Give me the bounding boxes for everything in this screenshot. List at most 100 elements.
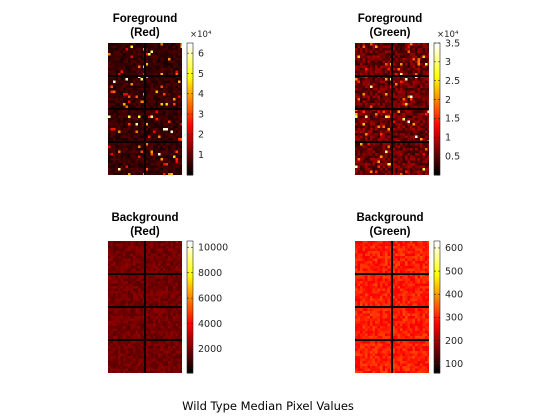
heatmap-cell (163, 331, 166, 334)
heatmap-cell (140, 293, 143, 296)
heatmap-cell (138, 153, 141, 156)
heatmap-cell (145, 368, 148, 371)
heatmap-cell (160, 73, 163, 76)
heatmap-cell (108, 353, 111, 356)
heatmap-cell (168, 328, 171, 331)
heatmap-cell (178, 278, 181, 281)
heatmap-cell (135, 143, 138, 146)
heatmap-cell (158, 105, 161, 108)
heatmap-cell (115, 308, 118, 311)
heatmap-cell (113, 303, 116, 306)
heatmap-cell (123, 288, 126, 291)
heatmap-cell (120, 368, 123, 371)
heatmap-cell (138, 60, 141, 63)
heatmap-cell (160, 160, 163, 163)
heatmap-cell (168, 58, 171, 61)
heatmap-cell (128, 253, 131, 256)
heatmap-cell (148, 165, 151, 168)
heatmap-cell (422, 73, 425, 76)
colorbar-step (187, 82, 193, 85)
heatmap-cell (370, 138, 373, 141)
heatmap-cell (135, 63, 138, 66)
heatmap-cell (400, 173, 403, 175)
heatmap-cell (140, 323, 143, 326)
heatmap-cell (125, 311, 128, 314)
heatmap-cell (180, 118, 182, 121)
heatmap-cell (128, 173, 131, 175)
heatmap-cell (415, 160, 418, 163)
heatmap-cell (108, 248, 111, 251)
heatmap-cell (128, 258, 131, 261)
heatmap-cell (372, 58, 375, 61)
heatmap-cell (375, 85, 378, 88)
heatmap-cell (115, 153, 118, 156)
heatmap-cell (155, 336, 158, 339)
heatmap-cell (145, 366, 148, 369)
colorbar-step (187, 49, 193, 52)
heatmap-cell (163, 251, 166, 254)
heatmap-cell (175, 145, 178, 148)
heatmap-cell (402, 105, 405, 108)
heatmap-cell (170, 153, 173, 156)
heatmap-cell (410, 130, 413, 133)
heatmap-cell (148, 248, 151, 251)
heatmap-cell (370, 55, 373, 58)
heatmap-cell (425, 90, 428, 93)
heatmap-cell (125, 371, 128, 373)
heatmap-cell (173, 268, 176, 271)
heatmap-cell (135, 50, 138, 53)
heatmap-cell (138, 163, 141, 166)
heatmap-cell (420, 130, 423, 133)
heatmap-cell (357, 150, 360, 153)
heatmap-cell (168, 318, 171, 321)
heatmap-cell (168, 150, 171, 153)
heatmap-cell (155, 283, 158, 286)
heatmap-cell (410, 153, 413, 156)
heatmap-cell (148, 53, 151, 56)
heatmap-cell (155, 333, 158, 336)
heatmap-cell (128, 98, 131, 101)
heatmap-cell (140, 68, 143, 71)
heatmap-cell (125, 98, 128, 101)
heatmap-cell (160, 83, 163, 86)
heatmap-cell (153, 90, 156, 93)
heatmap-cell (133, 135, 136, 138)
colorbar-step (434, 117, 440, 120)
heatmap-cell (367, 83, 370, 86)
heatmap-cell (360, 100, 363, 103)
heatmap-cell (417, 90, 420, 93)
heatmap-cell (155, 138, 158, 141)
panel-title-line2: (Green) (370, 27, 411, 39)
heatmap-cell (180, 110, 182, 113)
heatmap-cell (115, 85, 118, 88)
heatmap-cell (377, 110, 380, 113)
heatmap-cell (150, 251, 153, 254)
heatmap-cell (370, 133, 373, 136)
heatmap-cell (135, 253, 138, 256)
heatmap-cell (362, 125, 365, 128)
heatmap-cell (163, 278, 166, 281)
heatmap-cell (165, 70, 168, 73)
heatmap-cell (370, 155, 373, 158)
heatmap-cell (397, 120, 400, 123)
heatmap-cell (372, 93, 375, 96)
heatmap-cell (135, 153, 138, 156)
heatmap-cell (110, 368, 113, 371)
heatmap-cell (118, 243, 121, 246)
heatmap-cell (168, 138, 171, 141)
heatmap-cell (153, 323, 156, 326)
heatmap-cell (135, 150, 138, 153)
colorbar-step (187, 96, 193, 99)
heatmap-cell (425, 153, 428, 156)
heatmap-cell (387, 138, 390, 141)
heatmap-cell (118, 256, 121, 259)
heatmap-cell (173, 298, 176, 301)
heatmap-cell (125, 145, 128, 148)
heatmap-cell (108, 293, 111, 296)
heatmap-cell (108, 133, 111, 136)
heatmap-cell (427, 65, 429, 68)
heatmap-cell (367, 95, 370, 98)
heatmap-cell (140, 170, 143, 173)
heatmap-cell (165, 316, 168, 319)
heatmap-cell (110, 105, 113, 108)
